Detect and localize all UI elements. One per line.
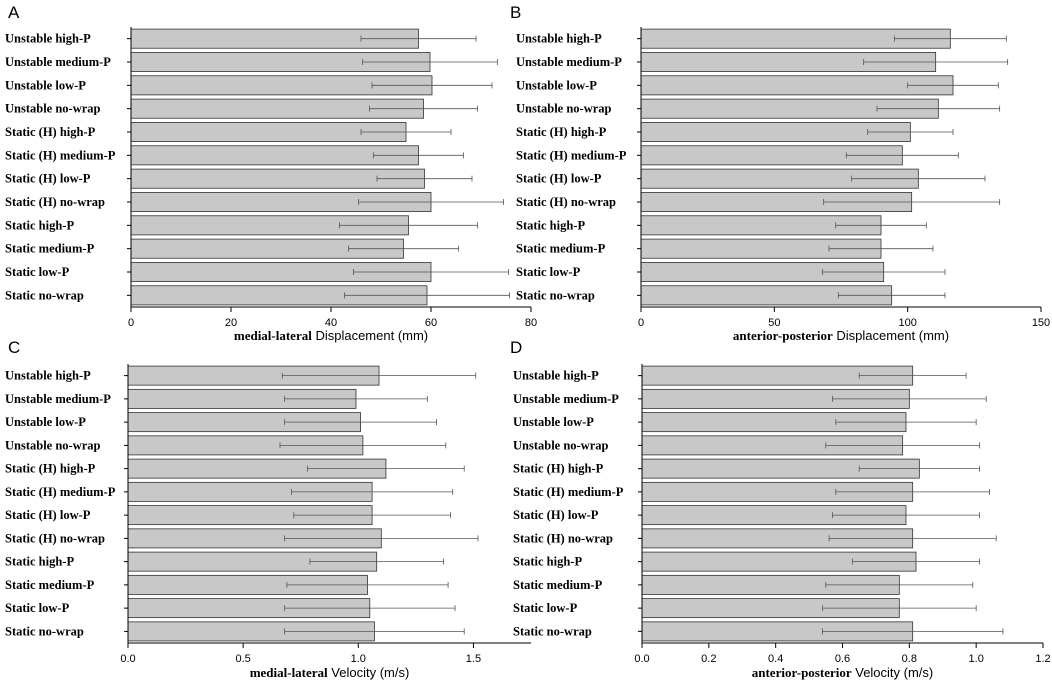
- category-label: Unstable medium-P: [5, 392, 111, 406]
- category-label: Static no-wrap: [5, 288, 84, 302]
- x-axis-label-measure: Displacement (mm): [833, 328, 949, 343]
- category-label: Static (H) medium-P: [5, 485, 116, 499]
- x-tick-label: 1.0: [351, 653, 366, 665]
- x-tick-label: 100: [898, 317, 916, 329]
- panel-d: D Unstable high-P Unstable medium-P Unstabl…: [510, 338, 1051, 680]
- x-tick-label: 20: [225, 317, 237, 329]
- category-label: Unstable medium-P: [516, 55, 622, 69]
- category-label: Static (H) high-P: [513, 462, 604, 476]
- panel-b: B Unstable high-P Unstable medium-P Unstabl…: [510, 3, 1050, 343]
- x-axis-label: medial-lateral Displacement (mm): [234, 328, 428, 343]
- category-label: Static medium-P: [5, 242, 95, 256]
- panel-c: C Unstable high-P Unstable medium-P Unstabl…: [5, 338, 531, 680]
- x-tick-label: 150: [1032, 317, 1050, 329]
- category-label: Static (H) low-P: [5, 172, 91, 186]
- category-label: Unstable no-wrap: [5, 102, 101, 116]
- category-label: Static high-P: [5, 555, 74, 569]
- category-label: Static (H) low-P: [5, 508, 91, 522]
- x-tick-label: 0.4: [768, 653, 783, 665]
- category-label: Static high-P: [516, 218, 585, 232]
- category-label: Static low-P: [516, 265, 581, 279]
- category-label: Unstable low-P: [513, 415, 594, 429]
- x-tick-label: 60: [425, 317, 437, 329]
- category-label: Static (H) low-P: [516, 172, 602, 186]
- category-label: Static medium-P: [5, 578, 95, 592]
- panel-label: C: [8, 338, 20, 357]
- bar: [640, 75, 954, 96]
- panel-label: A: [8, 3, 20, 22]
- x-axis-label-measure: Velocity (m/s): [328, 665, 410, 680]
- category-label: Static (H) high-P: [5, 125, 96, 139]
- x-tick-label: 0.5: [235, 653, 250, 665]
- category-label: Static (H) no-wrap: [5, 531, 105, 545]
- x-tick-label: 40: [325, 317, 337, 329]
- x-tick-label: 0.2: [701, 653, 716, 665]
- x-tick-label: 1.5: [466, 653, 481, 665]
- category-label: Unstable low-P: [5, 415, 86, 429]
- x-tick-label: 50: [768, 317, 780, 329]
- x-axis-label: anterior-posterior Velocity (m/s): [752, 665, 934, 680]
- x-axis-label-direction: medial-lateral: [234, 328, 312, 343]
- category-label: Static no-wrap: [513, 624, 592, 638]
- category-label: Static low-P: [513, 601, 578, 615]
- category-label: Unstable no-wrap: [513, 438, 609, 452]
- category-label: Unstable low-P: [5, 78, 86, 92]
- category-label: Static no-wrap: [5, 624, 84, 638]
- x-axis-label: medial-lateral Velocity (m/s): [250, 665, 410, 680]
- x-tick-label: 1.0: [969, 653, 984, 665]
- x-axis-label-direction: anterior-posterior: [733, 328, 833, 343]
- x-tick-label: 0.8: [902, 653, 917, 665]
- x-tick-label: 0.6: [835, 653, 850, 665]
- category-label: Static (H) high-P: [516, 125, 607, 139]
- panel-label: D: [510, 338, 522, 357]
- category-label: Unstable no-wrap: [516, 102, 612, 116]
- category-label: Static low-P: [5, 265, 70, 279]
- x-tick-label: 0.0: [634, 653, 649, 665]
- x-axis-label-direction: medial-lateral: [250, 665, 328, 680]
- category-label: Unstable high-P: [513, 369, 599, 383]
- category-label: Static (H) medium-P: [513, 485, 624, 499]
- x-axis-label-measure: Velocity (m/s): [852, 665, 934, 680]
- category-label: Unstable medium-P: [5, 55, 111, 69]
- panel-label: B: [510, 3, 521, 22]
- category-label: Static medium-P: [513, 578, 603, 592]
- category-label: Static (H) low-P: [513, 508, 599, 522]
- category-label: Static (H) high-P: [5, 462, 96, 476]
- x-tick-label: 80: [525, 317, 537, 329]
- x-tick-label: 0: [638, 317, 644, 329]
- category-label: Static (H) medium-P: [5, 148, 116, 162]
- category-label: Unstable high-P: [5, 32, 91, 46]
- category-label: Static low-P: [5, 601, 70, 615]
- category-label: Static high-P: [513, 555, 582, 569]
- x-tick-label: 1.2: [1035, 653, 1050, 665]
- category-label: Static no-wrap: [516, 288, 595, 302]
- panel-a: A Unstable high-P Unstable medium-P Unstabl…: [5, 3, 537, 343]
- category-label: Static high-P: [5, 218, 74, 232]
- category-label: Static (H) no-wrap: [516, 195, 616, 209]
- x-tick-label: 0.0: [120, 653, 135, 665]
- category-label: Unstable medium-P: [513, 392, 619, 406]
- category-label: Static (H) no-wrap: [5, 195, 105, 209]
- category-label: Static medium-P: [516, 242, 606, 256]
- x-tick-label: 0: [128, 317, 134, 329]
- category-label: Static (H) medium-P: [516, 148, 627, 162]
- category-label: Unstable high-P: [516, 32, 602, 46]
- x-axis-label-measure: Displacement (mm): [312, 328, 428, 343]
- category-label: Static (H) no-wrap: [513, 531, 613, 545]
- x-axis-label: anterior-posterior Displacement (mm): [733, 328, 949, 343]
- category-label: Unstable high-P: [5, 369, 91, 383]
- category-label: Unstable low-P: [516, 78, 597, 92]
- category-label: Unstable no-wrap: [5, 438, 101, 452]
- x-axis-label-direction: anterior-posterior: [752, 665, 852, 680]
